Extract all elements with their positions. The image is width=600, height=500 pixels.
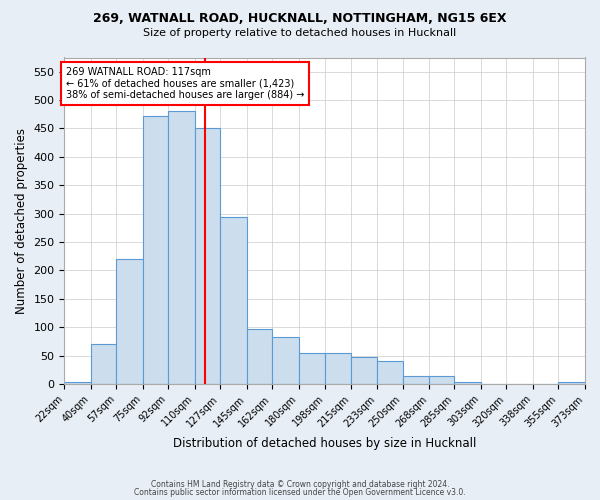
Bar (429, 376, 454, 384)
X-axis label: Distribution of detached houses by size in Hucknall: Distribution of detached houses by size … (173, 437, 476, 450)
Bar (377, 362, 403, 384)
Bar (168, 112, 195, 384)
Y-axis label: Number of detached properties: Number of detached properties (15, 128, 28, 314)
Text: Contains public sector information licensed under the Open Government Licence v3: Contains public sector information licen… (134, 488, 466, 497)
Bar (247, 329, 272, 384)
Bar (220, 216, 247, 384)
Bar (454, 382, 481, 384)
Bar (195, 128, 220, 384)
Bar (403, 376, 429, 384)
Bar (91, 344, 116, 384)
Text: 269 WATNALL ROAD: 117sqm
← 61% of detached houses are smaller (1,423)
38% of sem: 269 WATNALL ROAD: 117sqm ← 61% of detach… (66, 68, 304, 100)
Text: 269, WATNALL ROAD, HUCKNALL, NOTTINGHAM, NG15 6EX: 269, WATNALL ROAD, HUCKNALL, NOTTINGHAM,… (93, 12, 507, 26)
Bar (116, 259, 143, 384)
Bar (325, 353, 350, 384)
Bar (64, 382, 91, 384)
Bar (350, 358, 377, 384)
Bar (299, 353, 325, 384)
Text: Contains HM Land Registry data © Crown copyright and database right 2024.: Contains HM Land Registry data © Crown c… (151, 480, 449, 489)
Bar (143, 116, 168, 384)
Bar (559, 382, 585, 384)
Bar (272, 338, 299, 384)
Text: Size of property relative to detached houses in Hucknall: Size of property relative to detached ho… (143, 28, 457, 38)
